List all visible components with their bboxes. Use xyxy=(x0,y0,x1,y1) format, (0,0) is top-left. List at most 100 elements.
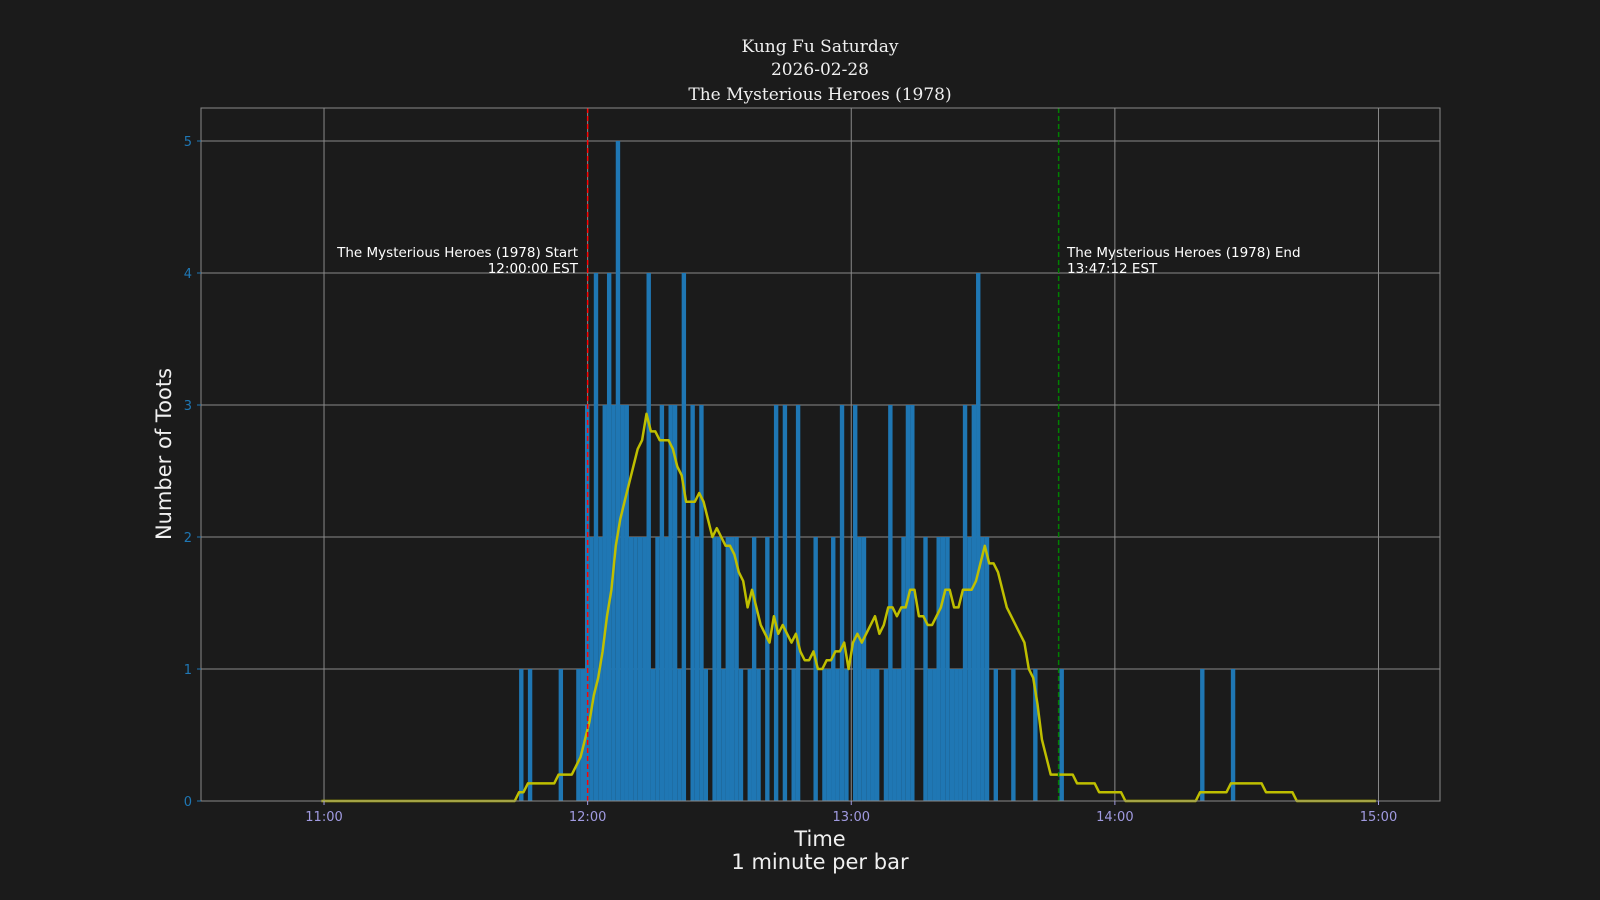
bar xyxy=(835,669,840,801)
bar xyxy=(870,669,875,801)
bar xyxy=(642,537,647,801)
y-tick-label: 2 xyxy=(184,531,192,546)
bar xyxy=(734,537,739,801)
bar xyxy=(677,669,682,801)
chart-title: Kung Fu Saturday 2026-02-28 The Mysterio… xyxy=(688,37,951,105)
bar xyxy=(949,669,955,801)
bar xyxy=(813,537,818,801)
bar xyxy=(751,537,757,801)
bar xyxy=(861,537,867,801)
title-line-1: Kung Fu Saturday xyxy=(742,37,899,57)
bar xyxy=(980,537,985,801)
bar xyxy=(857,537,862,801)
bar xyxy=(668,405,673,801)
bar xyxy=(703,669,709,801)
bar xyxy=(765,537,770,801)
bar xyxy=(624,405,629,801)
bar xyxy=(611,405,616,801)
bar xyxy=(690,405,695,801)
bar xyxy=(945,537,950,801)
bar xyxy=(940,537,946,801)
bar xyxy=(901,537,906,801)
bar xyxy=(844,669,849,801)
bar xyxy=(589,537,594,801)
bar xyxy=(738,669,744,801)
bar xyxy=(747,669,752,801)
bar xyxy=(729,537,735,801)
start-annotation-line-2: 12:00:00 EST xyxy=(488,261,579,277)
annotations: The Mysterious Heroes (1978) Start 12:00… xyxy=(336,245,1300,277)
bar xyxy=(923,537,928,801)
bar xyxy=(826,669,832,801)
bar xyxy=(874,669,880,801)
y-tick-label: 3 xyxy=(184,399,192,414)
bar xyxy=(971,405,977,801)
y-tick-label: 5 xyxy=(184,135,192,150)
bar xyxy=(993,669,999,801)
bar xyxy=(655,537,660,801)
bar xyxy=(967,537,972,801)
bar xyxy=(1059,669,1064,801)
bar xyxy=(795,405,801,801)
end-annotation-line-1: The Mysterious Heroes (1978) End xyxy=(1066,245,1301,261)
title-line-3: The Mysterious Heroes (1978) xyxy=(688,85,951,105)
bar xyxy=(712,537,717,801)
bar xyxy=(1033,669,1038,801)
bar xyxy=(576,669,581,801)
bars xyxy=(519,141,1236,801)
bar xyxy=(694,537,700,801)
x-axis-label: Time xyxy=(793,827,845,851)
bar xyxy=(896,669,902,801)
bar xyxy=(756,669,761,801)
bar xyxy=(615,141,621,801)
x-tick-label: 15:00 xyxy=(1360,810,1397,825)
bar xyxy=(519,669,524,801)
bar xyxy=(791,669,796,801)
bar xyxy=(782,405,788,801)
bar xyxy=(602,405,607,801)
x-tick-label: 12:00 xyxy=(569,810,606,825)
bar xyxy=(699,405,704,801)
y-tick-label: 1 xyxy=(184,663,192,678)
bar xyxy=(672,405,678,801)
bar xyxy=(910,405,915,801)
bar xyxy=(558,669,564,801)
bar xyxy=(958,669,963,801)
bar xyxy=(839,405,845,801)
bar xyxy=(681,273,687,801)
bar xyxy=(936,537,941,801)
grid xyxy=(201,108,1440,802)
start-annotation-line-1: The Mysterious Heroes (1978) Start xyxy=(336,245,578,261)
bar xyxy=(664,537,669,801)
bar xyxy=(628,537,634,801)
y-tick-label: 0 xyxy=(184,795,192,810)
bar xyxy=(637,537,643,801)
bar xyxy=(716,537,722,801)
x-axis-sublabel: 1 minute per bar xyxy=(731,850,909,874)
bar xyxy=(883,669,889,801)
bar xyxy=(1200,669,1205,801)
x-tick-label: 11:00 xyxy=(305,810,342,825)
bar xyxy=(1230,669,1236,801)
bar xyxy=(773,405,779,801)
bar xyxy=(659,405,665,801)
bar xyxy=(932,669,937,801)
bar xyxy=(984,537,990,801)
bar xyxy=(962,405,968,801)
bar xyxy=(976,273,981,801)
bar xyxy=(585,405,590,801)
bar xyxy=(593,273,599,801)
bar xyxy=(927,669,933,801)
bar xyxy=(866,669,871,801)
bar xyxy=(721,669,726,801)
rolling-mean-line xyxy=(321,412,1376,803)
bar xyxy=(888,405,893,801)
x-tick-label: 14:00 xyxy=(1096,810,1133,825)
y-ticks: 0 1 2 3 4 5 xyxy=(184,135,201,810)
bar xyxy=(580,669,586,801)
bar xyxy=(650,669,656,801)
bar xyxy=(954,669,959,801)
end-annotation-line-2: 13:47:12 EST xyxy=(1067,261,1158,277)
bar xyxy=(633,537,638,801)
y-axis-label: Number of Toots xyxy=(152,368,176,540)
